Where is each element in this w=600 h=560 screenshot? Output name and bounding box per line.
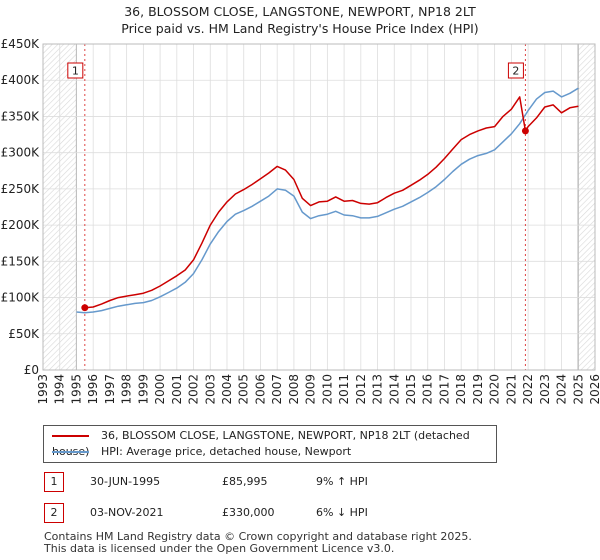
- y-tick-label: £400K: [1, 73, 41, 87]
- y-tick-label: £350K: [1, 109, 41, 123]
- transaction-marker-badge: 2: [44, 503, 64, 523]
- sale-marker-label: 1: [72, 65, 79, 78]
- x-tick-label: 2006: [253, 374, 267, 405]
- x-tick-label: 1993: [36, 374, 50, 405]
- sale-point: [81, 304, 89, 312]
- x-tick-label: 2007: [270, 374, 284, 405]
- y-tick-label: £250K: [1, 182, 41, 196]
- x-tick-label: 2011: [337, 374, 351, 405]
- legend-item-hpi: HPI: Average price, detached house, Newp…: [52, 444, 351, 460]
- transaction-price: £330,000: [222, 506, 275, 519]
- chart-title-line1: 36, BLOSSOM CLOSE, LANGSTONE, NEWPORT, N…: [124, 4, 476, 19]
- transaction-date: 03-NOV-2021: [90, 506, 164, 519]
- x-tick-label: 2012: [354, 374, 368, 405]
- x-tick-label: 2001: [170, 374, 184, 405]
- x-tick-label: 2024: [555, 374, 569, 405]
- x-tick-label: 2023: [538, 374, 552, 405]
- x-tick-label: 2013: [371, 374, 385, 405]
- sale-marker-box: [507, 62, 524, 79]
- no-data-hatch-region: [578, 44, 595, 370]
- transaction-row: 1 30-JUN-1995 £85,995 9% ↑ HPI: [44, 472, 464, 492]
- x-tick-label: 2000: [153, 374, 167, 405]
- x-tick-label: 2008: [287, 374, 301, 405]
- x-tick-label: 2004: [220, 374, 234, 405]
- legend-swatch-property: [52, 435, 89, 437]
- x-tick-label: 2003: [203, 374, 217, 405]
- legend-label-hpi: HPI: Average price, detached house, Newp…: [101, 445, 352, 458]
- transaction-date: 30-JUN-1995: [90, 475, 161, 488]
- x-tick-label: 2022: [521, 374, 535, 405]
- x-tick-label: 2014: [387, 374, 401, 405]
- attribution-line2: This data is licensed under the Open Gov…: [44, 542, 395, 555]
- y-tick-label: £100K: [1, 291, 41, 305]
- y-tick-label: £0: [24, 363, 39, 377]
- data-attribution: Contains HM Land Registry data © Crown c…: [44, 531, 472, 555]
- x-tick-label: 1999: [136, 374, 150, 405]
- attribution-line1: Contains HM Land Registry data © Crown c…: [44, 530, 472, 543]
- y-tick-label: £50K: [8, 327, 40, 341]
- chart-title: 36, BLOSSOM CLOSE, LANGSTONE, NEWPORT, N…: [0, 3, 600, 37]
- sale-point: [521, 127, 529, 135]
- y-tick-label: £200K: [1, 218, 41, 232]
- legend-label-property: 36, BLOSSOM CLOSE, LANGSTONE, NEWPORT, N…: [52, 429, 470, 458]
- x-tick-label: 1995: [69, 374, 83, 405]
- x-tick-label: 2005: [237, 374, 251, 405]
- x-tick-label: 2002: [187, 374, 201, 405]
- chart-legend: 36, BLOSSOM CLOSE, LANGSTONE, NEWPORT, N…: [43, 425, 497, 463]
- plot-area-border: [42, 43, 596, 371]
- y-tick-label: £300K: [1, 146, 41, 160]
- transaction-marker-badge: 1: [44, 472, 64, 492]
- transaction-hpi-change: 6% ↓ HPI: [316, 506, 368, 519]
- x-tick-label: 2009: [304, 374, 318, 405]
- x-tick-label: 2021: [504, 374, 518, 405]
- sale-marker-label: 2: [512, 65, 519, 78]
- x-tick-label: 1994: [53, 374, 67, 405]
- x-tick-label: 2016: [421, 374, 435, 405]
- x-tick-label: 1996: [86, 374, 100, 405]
- x-tick-label: 2025: [571, 374, 585, 405]
- x-tick-label: 1997: [103, 374, 117, 405]
- x-tick-label: 2015: [404, 374, 418, 405]
- x-tick-label: 2018: [454, 374, 468, 405]
- x-tick-label: 2010: [320, 374, 334, 405]
- property-price-line: [84, 96, 579, 309]
- legend-item-property: 36, BLOSSOM CLOSE, LANGSTONE, NEWPORT, N…: [52, 428, 496, 458]
- transaction-price: £85,995: [222, 475, 268, 488]
- x-tick-label: 2026: [588, 374, 600, 405]
- x-tick-label: 2020: [488, 374, 502, 405]
- x-tick-label: 1998: [120, 374, 134, 405]
- x-tick-label: 2019: [471, 374, 485, 405]
- hpi-line: [76, 87, 579, 314]
- y-tick-label: £450K: [1, 37, 41, 51]
- legend-swatch-hpi: [52, 451, 89, 453]
- transaction-row: 2 03-NOV-2021 £330,000 6% ↓ HPI: [44, 503, 464, 523]
- x-tick-label: 2017: [437, 374, 451, 405]
- y-tick-label: £150K: [1, 254, 41, 268]
- price-chart: 1 2 £0 £50K £100K £150K £200K £250K £300K £350K £…: [1, 37, 600, 405]
- transaction-hpi-change: 9% ↑ HPI: [316, 475, 368, 488]
- chart-title-line2: Price paid vs. HM Land Registry's House …: [121, 21, 479, 36]
- sale-marker-box: [67, 62, 84, 79]
